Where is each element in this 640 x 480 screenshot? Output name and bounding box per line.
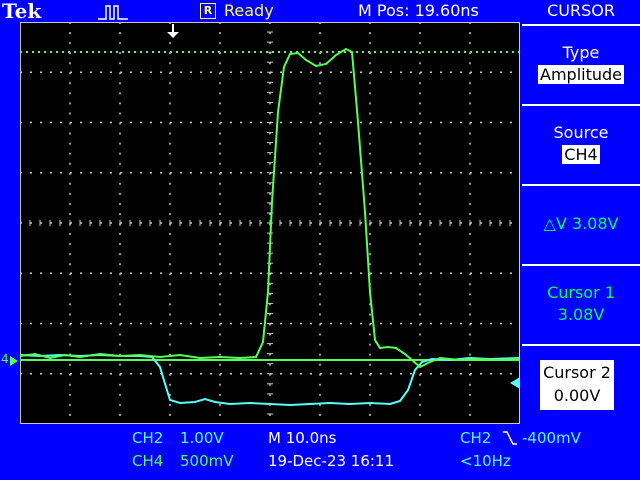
graticule-border <box>20 22 520 424</box>
ch4-marker-label: 4 <box>1 352 9 366</box>
menu-separator <box>522 344 640 346</box>
cursor-2-button[interactable]: Cursor 2 0.00V <box>540 360 614 410</box>
cursor-2-label: Cursor 2 <box>543 363 611 382</box>
cursor-1-value: 3.08V <box>557 305 605 324</box>
delta-readout: △V 3.08V <box>522 212 640 236</box>
horizontal-position: M Pos: 19.60ns <box>358 1 479 20</box>
ch4-waveform <box>20 47 520 369</box>
graticule <box>20 22 520 424</box>
trigger-position-marker <box>167 24 179 38</box>
ch4-scale: 500mV <box>180 452 234 470</box>
menu-separator <box>522 184 640 186</box>
tek-logo: Tek <box>2 0 42 23</box>
cursor-1-button[interactable]: Cursor 1 3.08V <box>522 282 640 330</box>
cursor-type-button[interactable]: Type Amplitude <box>522 40 640 100</box>
menu-separator <box>522 264 640 266</box>
menu-title: CURSOR <box>547 1 615 20</box>
cursor-source-button[interactable]: Source CH4 <box>522 120 640 180</box>
trigger-source: CH2 <box>460 429 492 447</box>
cursor-2-value: 0.00V <box>553 386 601 405</box>
waveform-display <box>20 22 520 424</box>
menu-separator <box>522 104 640 106</box>
ch2-waveform <box>20 353 520 407</box>
menu-separator <box>522 24 640 26</box>
date-time: 19-Dec-23 16:11 <box>268 452 395 470</box>
type-value: Amplitude <box>538 65 624 84</box>
acq-state: Ready <box>224 1 274 20</box>
trigger-pulse-icon <box>98 5 128 20</box>
trigger-frequency: <10Hz <box>460 452 511 470</box>
ch2-label: CH2 <box>132 429 164 447</box>
falling-edge-icon <box>503 431 517 445</box>
acq-state-icon: R <box>200 3 216 19</box>
trigger-level-marker <box>510 377 520 389</box>
source-value: CH4 <box>562 145 600 164</box>
source-label: Source <box>553 123 609 142</box>
type-label: Type <box>562 43 600 62</box>
ch4-ground-marker: 4 <box>0 352 20 367</box>
trigger-level: -400mV <box>522 429 581 447</box>
ch2-scale: 1.00V <box>180 429 224 447</box>
ch4-label: CH4 <box>132 452 164 470</box>
cursor-1-label: Cursor 1 <box>547 283 615 302</box>
timebase: M 10.0ns <box>268 429 337 447</box>
